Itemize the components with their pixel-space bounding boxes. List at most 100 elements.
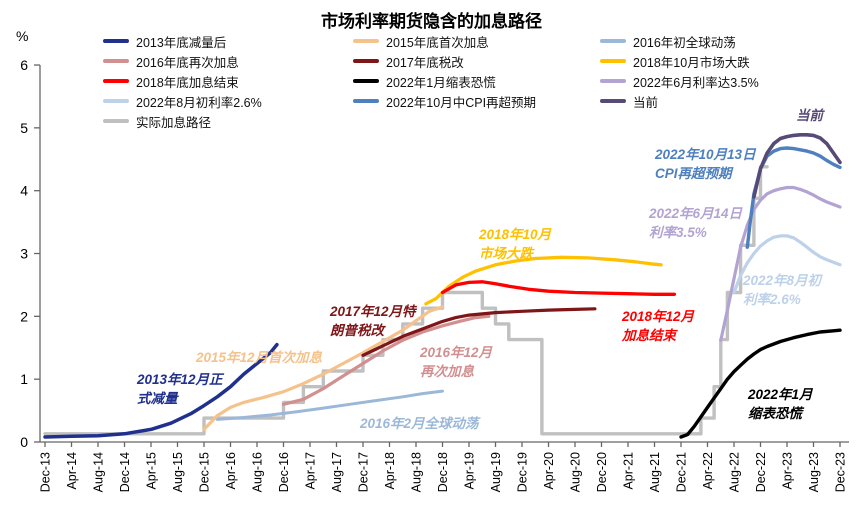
x-tick-label: Dec-16	[277, 452, 291, 492]
series-annotation: 2022年10月13日 CPI再超预期	[655, 147, 756, 181]
x-tick-label: Dec-20	[595, 452, 609, 492]
legend-line-swatch	[353, 99, 379, 103]
series-line-darkpurple	[752, 133, 842, 199]
legend-item: 2013年底减量后	[103, 31, 262, 51]
series-annotation: 2015年12月首次加息	[196, 350, 323, 365]
x-tick-label: Dec-22	[754, 452, 768, 492]
x-tick-label: Dec-15	[198, 452, 212, 492]
y-tick-label: 4	[20, 183, 28, 199]
series-line-steelblue	[215, 389, 444, 421]
legend-line-swatch	[600, 99, 626, 103]
legend-item: 2018年底加息结束	[103, 71, 262, 91]
series-annotation: 2017年12月特 朗普税改	[330, 304, 416, 338]
legend-item: 2018年10月市场大跌	[600, 51, 759, 71]
x-tick-label: Apr-19	[463, 452, 477, 490]
legend-line-swatch	[103, 59, 129, 63]
legend-label: 2013年底减量后	[136, 35, 227, 50]
legend-line-swatch	[600, 39, 626, 43]
x-tick-label: Aug-20	[569, 452, 583, 492]
legend-line-swatch	[600, 59, 626, 63]
x-tick-label: Apr-14	[65, 452, 79, 490]
series-line-navy	[43, 342, 279, 439]
legend-label: 实际加息路径	[136, 115, 212, 130]
y-tick-label: 1	[20, 371, 28, 387]
legend-item: 2022年10月中CPI再超预期	[353, 91, 536, 111]
series-annotation: 2016年12月 再次加息	[420, 345, 493, 379]
series-annotation: 当前	[796, 108, 823, 123]
legend-item: 2022年1月缩表恐慌	[353, 71, 536, 91]
x-tick-label: Dec-13	[39, 452, 53, 492]
legend-column-2: 2015年底首次加息 2017年底税改 2022年1月缩表恐慌 2022年10月中CP…	[353, 31, 536, 111]
legend-column-3: 2016年初全球动荡 2018年10月市场大跌 2022年6月利率达3.5% 当前	[600, 31, 759, 111]
series-line-peach	[202, 305, 445, 431]
legend-label: 2018年底加息结束	[136, 75, 239, 90]
chart-title: 市场利率期货隐含的加息路径	[321, 12, 542, 31]
x-tick-label: Dec-14	[118, 452, 132, 492]
x-tick-label: Aug-16	[251, 452, 265, 492]
legend-label: 2022年10月中CPI再超预期	[386, 95, 537, 110]
y-tick-label: 2	[20, 308, 28, 324]
legend-label: 当前	[633, 95, 659, 110]
x-tick-label: Aug-17	[330, 452, 344, 492]
x-tick-label: Aug-23	[807, 452, 821, 492]
x-tick-label: Aug-21	[648, 452, 662, 492]
series-annotation: 2016年2月全球动荡	[360, 416, 479, 431]
y-tick-label: 5	[20, 120, 28, 136]
legend-line-swatch	[353, 79, 379, 83]
legend-line-swatch	[103, 79, 129, 83]
legend-label: 2022年1月缩表恐慌	[386, 75, 496, 90]
x-tick-label: Apr-21	[622, 452, 636, 490]
series-annotation: 2018年10月 市场大跌	[479, 227, 552, 261]
legend-item: 2016年初全球动荡	[600, 31, 759, 51]
x-tick-label: Aug-15	[171, 452, 185, 492]
legend-item: 2022年8月初利率2.6%	[103, 91, 262, 111]
legend-label: 2016年初全球动荡	[633, 35, 736, 50]
series-annotation: 2013年12月正 式减量	[137, 372, 223, 406]
legend-label: 2018年10月市场大跌	[633, 55, 750, 70]
series-line-paleblue	[732, 234, 842, 295]
x-tick-label: Apr-20	[542, 452, 556, 490]
x-tick-label: Aug-19	[489, 452, 503, 492]
x-tick-label: Apr-23	[781, 452, 795, 490]
legend-label: 2016年底再次加息	[136, 55, 239, 70]
x-tick-label: Dec-19	[516, 452, 530, 492]
x-tick-label: Aug-14	[92, 452, 106, 492]
series-line-lightpurple	[719, 185, 842, 342]
x-tick-label: Dec-17	[357, 452, 371, 492]
legend-line-swatch	[353, 59, 379, 63]
x-tick-label: Dec-23	[834, 452, 848, 492]
x-tick-label: Apr-15	[145, 452, 159, 490]
legend-item: 2017年底税改	[353, 51, 536, 71]
legend-label: 2022年8月初利率2.6%	[136, 95, 262, 110]
y-tick-label: 0	[20, 434, 28, 450]
x-tick-label: Dec-18	[436, 452, 450, 492]
legend-line-swatch	[103, 99, 129, 103]
series-line-black	[679, 328, 842, 439]
x-tick-label: Aug-22	[728, 452, 742, 492]
series-annotation: 2022年1月 缩表恐慌	[748, 387, 813, 421]
legend-column-1: 2013年底减量后 2016年底再次加息 2018年底加息结束 2022年8月初利率2…	[103, 31, 262, 131]
legend-item: 2016年底再次加息	[103, 51, 262, 71]
y-axis-unit-label: %	[16, 28, 29, 44]
x-tick-label: Dec-21	[675, 452, 689, 492]
legend-item: 2015年底首次加息	[353, 31, 536, 51]
legend-label: 2015年底首次加息	[386, 35, 489, 50]
x-tick-label: Apr-17	[304, 452, 318, 490]
legend-line-swatch	[600, 79, 626, 83]
series-line-red	[440, 280, 677, 296]
x-tick-label: Apr-18	[383, 452, 397, 490]
series-line-maroon	[361, 307, 597, 357]
legend-item: 当前	[600, 91, 759, 111]
y-tick-label: 3	[20, 246, 28, 262]
legend-item: 2022年6月利率达3.5%	[600, 71, 759, 91]
series-line-gold	[424, 255, 663, 306]
x-tick-label: Aug-18	[410, 452, 424, 492]
x-tick-label: Apr-16	[224, 452, 238, 490]
legend-item: 实际加息路径	[103, 111, 262, 131]
legend-label: 2022年6月利率达3.5%	[633, 75, 759, 90]
legend-label: 2017年底税改	[386, 55, 464, 70]
x-tick-label: Apr-22	[701, 452, 715, 490]
series-line-pink	[281, 314, 491, 406]
